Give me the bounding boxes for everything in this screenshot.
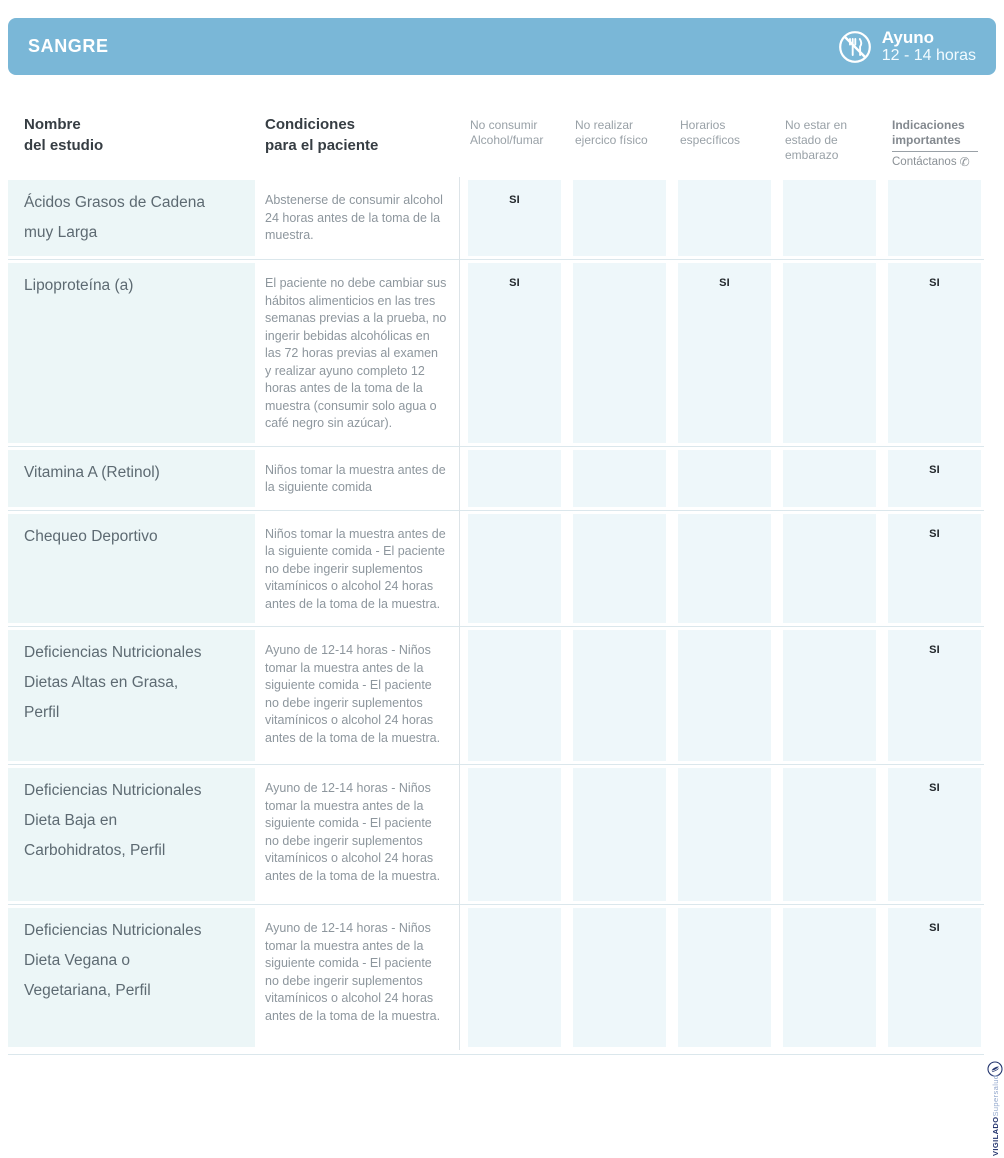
study-name: Deficiencias Nutricionales Dieta Baja en… xyxy=(8,768,255,901)
no-eating-icon xyxy=(837,29,873,65)
flag-no-alcohol xyxy=(468,513,561,623)
study-condition: Abstenerse de consumir alcohol 24 horas … xyxy=(265,193,443,242)
flag-no-pregnancy xyxy=(783,768,876,901)
column-header-no-exercise: No realizar ejercico físico xyxy=(575,118,648,147)
supersalud-label: Supersalud xyxy=(990,1074,1000,1117)
flag-important: SI xyxy=(888,630,981,761)
contact-us-link[interactable]: Contáctanos ✆ xyxy=(892,155,981,169)
flag-no-alcohol xyxy=(468,630,561,761)
flag-schedules xyxy=(678,768,771,901)
flag-schedules xyxy=(678,180,771,256)
study-condition: Niños tomar la muestra antes de la sigui… xyxy=(265,462,446,495)
flag-no-pregnancy xyxy=(783,263,876,443)
phone-icon: ✆ xyxy=(959,155,970,169)
flag-important: SI xyxy=(888,908,981,1047)
table-row: Ácidos Grasos de Cadena muy Larga Absten… xyxy=(8,177,984,259)
flag-no-alcohol: SI xyxy=(468,263,561,443)
flag-schedules xyxy=(678,908,771,1047)
study-name: Deficiencias Nutricionales Dietas Altas … xyxy=(8,630,255,761)
study-name: Lipoproteína (a) xyxy=(8,263,255,443)
fasting-title: Ayuno xyxy=(881,28,934,47)
flag-important: SI xyxy=(888,513,981,623)
studies-table: Nombre del estudio Condiciones para el p… xyxy=(8,108,984,1055)
flag-no-exercise xyxy=(573,449,666,507)
flag-no-pregnancy xyxy=(783,180,876,256)
table-row: Deficiencias Nutricionales Dieta Vegana … xyxy=(8,904,984,1050)
column-header-schedules: Horarios específicos xyxy=(680,118,741,147)
flag-no-pregnancy xyxy=(783,449,876,507)
table-body: Ácidos Grasos de Cadena muy Larga Absten… xyxy=(8,177,984,1055)
study-condition: Niños tomar la muestra antes de la sigui… xyxy=(265,526,446,611)
table-row: Deficiencias Nutricionales Dietas Altas … xyxy=(8,626,984,764)
column-header-name: Nombre del estudio xyxy=(24,116,104,154)
regulator-watermark: VIGILADOSupersalud xyxy=(987,1061,1003,1156)
supersalud-logo-icon xyxy=(987,1061,1003,1082)
flag-no-exercise xyxy=(573,768,666,901)
fasting-badge: Ayuno 12 - 14 horas xyxy=(837,28,976,65)
flag-schedules xyxy=(678,630,771,761)
study-condition: El paciente no debe cambiar sus hábitos … xyxy=(265,276,447,430)
flag-no-exercise xyxy=(573,908,666,1047)
flag-no-exercise xyxy=(573,513,666,623)
study-name: Chequeo Deportivo xyxy=(8,513,255,623)
flag-no-exercise xyxy=(573,180,666,256)
flag-schedules xyxy=(678,513,771,623)
study-name: Vitamina A (Retinol) xyxy=(8,449,255,507)
flag-important: SI xyxy=(888,263,981,443)
flag-no-alcohol xyxy=(468,768,561,901)
table-row: Chequeo Deportivo Niños tomar la muestra… xyxy=(8,509,984,627)
flag-no-exercise xyxy=(573,263,666,443)
flag-schedules: SI xyxy=(678,263,771,443)
flag-no-exercise xyxy=(573,630,666,761)
column-divider-line xyxy=(459,177,460,1050)
important-indications-label: Indicaciones importantes xyxy=(892,118,978,152)
column-header-conditions: Condiciones para el paciente xyxy=(265,116,379,154)
flag-important: SI xyxy=(888,768,981,901)
flag-important: SI xyxy=(888,449,981,507)
column-header-no-alcohol: No consumir Alcohol/fumar xyxy=(470,118,544,147)
contact-us-label[interactable]: Contáctanos xyxy=(892,156,957,168)
fasting-subtitle: 12 - 14 horas xyxy=(881,47,976,64)
flag-schedules xyxy=(678,449,771,507)
flag-no-pregnancy xyxy=(783,908,876,1047)
study-condition: Ayuno de 12-14 horas - Niños tomar la mu… xyxy=(265,643,441,745)
vigilado-label: VIGILADO xyxy=(990,1116,1000,1156)
flag-no-alcohol: SI xyxy=(468,180,561,256)
section-title: SANGRE xyxy=(28,36,109,56)
flag-no-pregnancy xyxy=(783,630,876,761)
regulator-watermark-text: VIGILADOSupersalud xyxy=(990,1075,1000,1156)
study-condition: Ayuno de 12-14 horas - Niños tomar la mu… xyxy=(265,781,441,883)
flag-no-pregnancy xyxy=(783,513,876,623)
study-condition: Ayuno de 12-14 horas - Niños tomar la mu… xyxy=(265,921,441,1023)
flag-no-alcohol xyxy=(468,449,561,507)
study-name: Deficiencias Nutricionales Dieta Vegana … xyxy=(8,908,255,1047)
column-header-no-pregnancy: No estar en estado de embarazo xyxy=(785,118,848,162)
table-header-row: Nombre del estudio Condiciones para el p… xyxy=(8,108,984,169)
table-row: Vitamina A (Retinol) Niños tomar la mues… xyxy=(8,445,984,510)
section-header-bar: SANGRE Ayuno 12 - 14 horas xyxy=(8,18,996,75)
study-name: Ácidos Grasos de Cadena muy Larga xyxy=(8,180,255,256)
table-row: Lipoproteína (a) El paciente no debe cam… xyxy=(8,259,984,446)
flag-no-alcohol xyxy=(468,908,561,1047)
column-header-important: Indicaciones importantes Contáctanos ✆ xyxy=(888,108,981,169)
flag-important xyxy=(888,180,981,256)
table-row: Deficiencias Nutricionales Dieta Baja en… xyxy=(8,764,984,904)
